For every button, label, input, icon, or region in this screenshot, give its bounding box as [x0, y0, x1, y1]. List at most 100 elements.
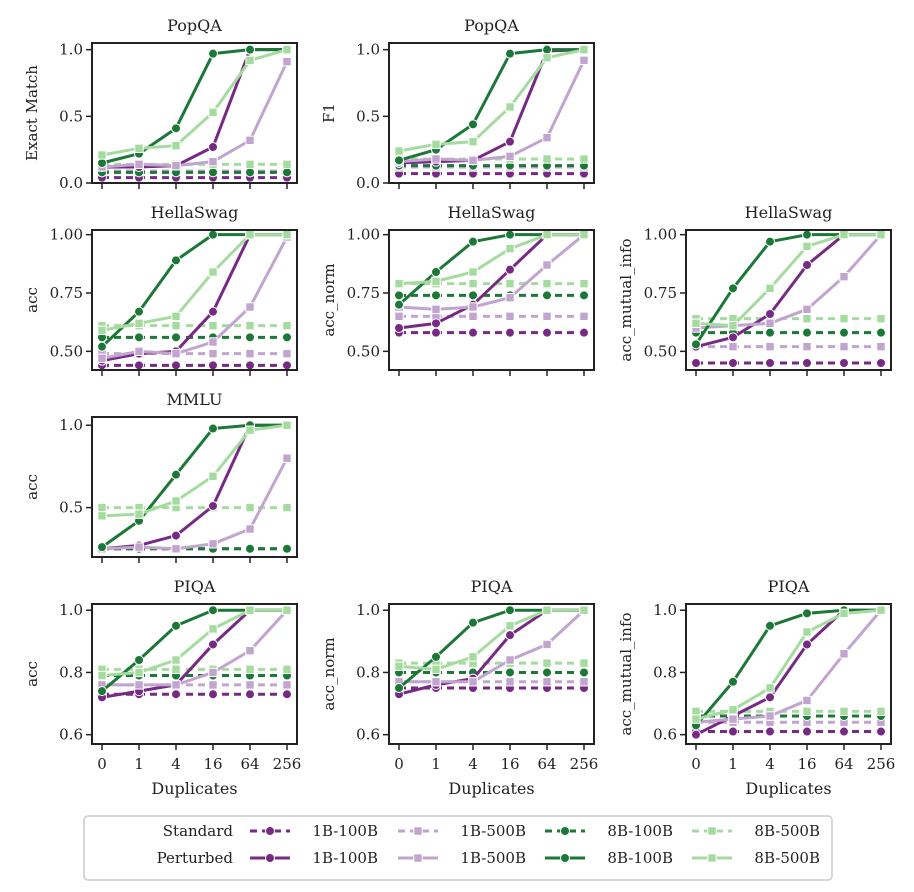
data-point: [171, 680, 181, 690]
data-point: [245, 524, 255, 534]
data-point: [579, 290, 589, 301]
series-line: [101, 61, 289, 169]
data-point: [468, 290, 478, 301]
data-point: [505, 229, 515, 240]
x-tick-label: 0: [691, 755, 701, 773]
data-point: [208, 337, 218, 347]
series-perturbed-8b-500b: [97, 605, 292, 681]
data-point: [171, 469, 181, 480]
data-point: [765, 726, 775, 737]
data-point: [802, 341, 812, 352]
data-point: [542, 639, 552, 650]
series-perturbed-1b-500b: [97, 232, 292, 364]
series-line: [101, 608, 287, 678]
series-perturbed-1b-500b: [691, 229, 886, 333]
data-point: [505, 102, 515, 112]
series-standard-8b-100b: [691, 327, 886, 338]
legend-label: 1B-500B: [460, 822, 526, 840]
data-point: [208, 348, 218, 359]
legend-entry-standard-1b-100b: 1B-100B: [250, 822, 378, 840]
series-perturbed-1b-500b: [97, 453, 292, 554]
legend: Standard 1B-100B 1B-500B 8B-100B 8B-500B Pert…: [83, 815, 833, 881]
data-point: [505, 278, 515, 289]
data-point: [97, 670, 107, 681]
data-point: [579, 55, 589, 66]
series-line: [398, 233, 584, 286]
data-point: [542, 229, 552, 240]
data-point: [394, 323, 404, 333]
x-axis-label: Duplicates: [745, 779, 831, 798]
data-point: [282, 159, 292, 170]
series-line: [398, 48, 584, 162]
data-point: [691, 318, 701, 329]
data-point: [802, 695, 812, 706]
y-axis-label: Exact Match: [23, 65, 41, 161]
data-point: [802, 241, 812, 252]
y-tick-label: 0.8: [356, 663, 380, 681]
data-point: [579, 605, 589, 615]
plot-frame: [388, 42, 595, 184]
data-point: [134, 360, 144, 371]
data-point: [765, 327, 775, 338]
data-point: [208, 320, 218, 331]
y-tick-label: 1.00: [644, 226, 677, 244]
data-point: [802, 313, 812, 324]
legend-marker: [560, 853, 570, 863]
data-point: [765, 309, 775, 319]
data-point: [505, 136, 515, 147]
data-point: [505, 677, 515, 687]
data-point: [505, 667, 515, 678]
series-line: [101, 236, 289, 360]
data-point: [282, 229, 292, 240]
data-point: [394, 299, 404, 310]
data-point: [431, 651, 441, 662]
data-point: [171, 620, 181, 631]
legend-row-label: Standard: [163, 822, 234, 840]
y-tick-label: 0.75: [50, 284, 83, 302]
data-point: [245, 44, 255, 55]
legend-entry-standard-1b-500b: 1B-500B: [398, 822, 526, 840]
data-point: [431, 267, 441, 277]
data-point: [505, 264, 515, 275]
data-point: [208, 423, 218, 434]
data-point: [876, 706, 886, 717]
data-point: [134, 655, 144, 665]
data-point: [765, 236, 775, 247]
series-standard-8b-100b: [394, 290, 589, 301]
data-point: [282, 56, 292, 67]
series-perturbed-1b-100b: [97, 229, 292, 366]
series-line: [101, 233, 287, 363]
data-point: [171, 255, 181, 266]
y-tick-label: 0.6: [356, 726, 380, 744]
data-point: [802, 327, 812, 338]
data-point: [839, 341, 849, 352]
data-point: [468, 267, 478, 277]
panel-title: HellaSwag: [448, 203, 536, 222]
data-point: [394, 683, 404, 693]
data-point: [839, 726, 849, 737]
legend-marker: [707, 826, 717, 836]
panel-piqa-acc-mi: PIQA acc_mutual_info 0.6 0.8 1.0 0 1 4 16 64 256 Du…: [617, 577, 895, 798]
data-point: [282, 664, 292, 675]
data-point: [97, 542, 107, 553]
x-tick-label: 4: [468, 755, 478, 773]
series-line: [101, 233, 287, 332]
data-point: [431, 327, 441, 338]
data-point: [171, 348, 181, 359]
data-point: [134, 542, 144, 552]
series-standard-1b-500b: [691, 341, 886, 352]
legend-entry-perturbed-1b-100b: 1B-100B: [250, 849, 378, 867]
series-line: [101, 48, 288, 157]
series-standard-1b-100b: [394, 168, 589, 179]
data-point: [97, 502, 107, 513]
data-point: [505, 655, 515, 665]
data-point: [431, 304, 441, 315]
x-tick-label: 16: [500, 755, 519, 773]
data-point: [171, 320, 181, 331]
data-point: [765, 683, 775, 693]
series-perturbed-8b-500b: [97, 44, 292, 160]
panel-title: MMLU: [167, 390, 223, 409]
data-point: [245, 605, 255, 615]
y-tick-label: 1.00: [347, 226, 380, 244]
